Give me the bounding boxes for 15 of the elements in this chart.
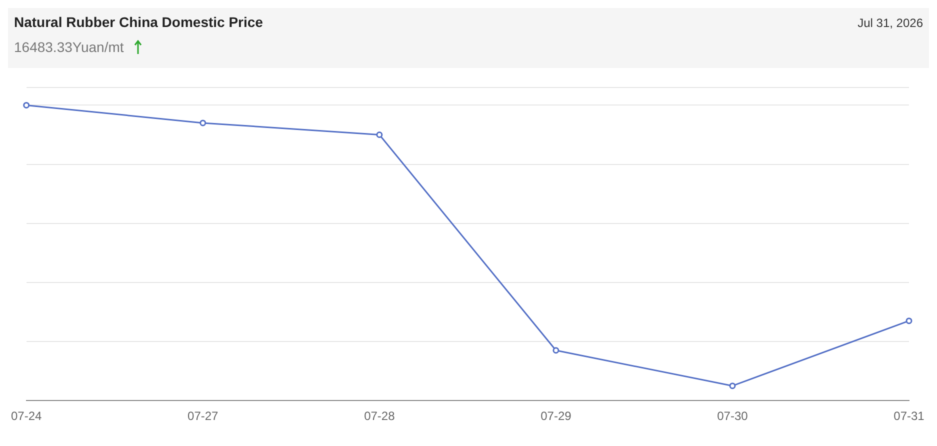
chart-subtitle: 16483.33Yuan/mt [14, 39, 124, 55]
x-tick-label: 07-31 [894, 409, 925, 424]
chart-title: Natural Rubber China Domestic Price [14, 14, 263, 30]
text: Jul 31, 2026 [858, 16, 923, 30]
point [23, 102, 30, 108]
x-tick-label: 07-27 [188, 409, 219, 424]
point [376, 132, 383, 138]
x-tick-label: 07-30 [717, 409, 748, 424]
x-tick-label: 07-28 [364, 409, 396, 424]
point [906, 318, 912, 324]
point [200, 120, 206, 126]
point [729, 382, 736, 390]
x-tick-label: 07-29 [540, 409, 572, 424]
x-tick-label: 07-24 [10, 409, 42, 424]
point [552, 347, 560, 354]
